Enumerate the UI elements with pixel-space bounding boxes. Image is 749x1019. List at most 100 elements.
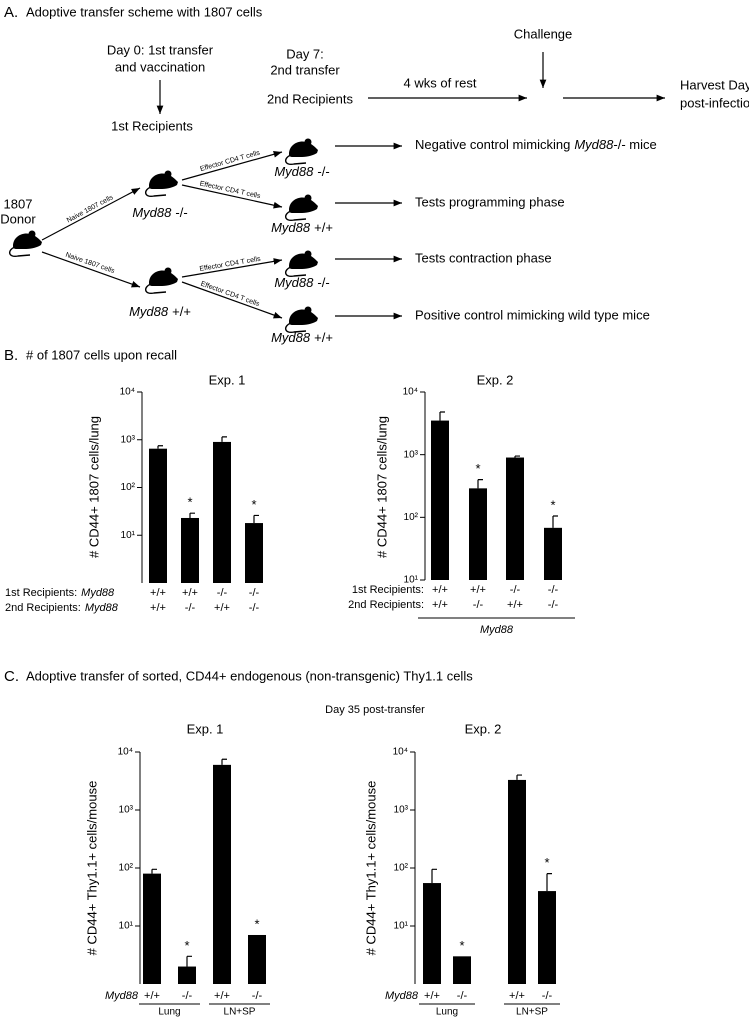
outcome-text: Negative control mimicking — [415, 137, 570, 152]
step-text: 1st Recipients — [111, 118, 193, 133]
arrow — [181, 151, 283, 181]
error-bar — [221, 758, 227, 765]
y-tick-label: 10¹ — [404, 575, 419, 586]
panel-title: Adoptive transfer of sorted, CD44+ endog… — [26, 668, 473, 683]
significance-star: * — [184, 938, 189, 953]
error-bar — [439, 411, 445, 421]
y-axis-label: # CD44+ 1807 cells/lung — [86, 416, 101, 558]
error-bar — [157, 445, 163, 449]
step-text: and vaccination — [115, 59, 205, 74]
mouse-label: Myd88 -/- — [274, 164, 329, 179]
y-tick-label: 10² — [394, 863, 409, 874]
row-label: 2nd Recipients: — [348, 599, 424, 611]
significance-star: * — [459, 938, 464, 953]
gene: Myd88 — [274, 164, 314, 179]
panel-label: C. — [4, 668, 19, 685]
x-tick-label: -/- — [510, 584, 521, 596]
bar — [143, 873, 161, 984]
error-bar — [189, 512, 195, 518]
group-label: Myd88 — [480, 624, 514, 636]
x-tick-label: -/- — [182, 990, 193, 1002]
x-tick-label: +/+ — [507, 599, 523, 611]
x-tick-label: +/+ — [214, 602, 230, 614]
arrow — [181, 184, 283, 209]
mouse-icon — [284, 305, 319, 334]
x-tick-label: -/- — [457, 990, 468, 1002]
mouse-label: Myd88 -/- — [132, 205, 187, 220]
mouse-icon — [8, 229, 43, 258]
group-label: LN+SP — [516, 1007, 548, 1018]
x-tick-label: +/+ — [150, 602, 166, 614]
significance-star: * — [254, 916, 259, 931]
bar — [506, 457, 524, 580]
bar — [248, 934, 266, 984]
x-tick-label: +/+ — [424, 990, 440, 1002]
step-text: Challenge — [514, 26, 573, 41]
genotype: -/- — [317, 164, 329, 179]
step-text: Harvest Day 4 — [680, 77, 749, 92]
y-tick-label: 10⁴ — [403, 387, 418, 398]
y-tick-label: 10¹ — [119, 921, 134, 932]
x-tick-label: +/+ — [144, 990, 160, 1002]
y-axis-label: # CD44+ 1807 cells/lung — [374, 416, 389, 558]
y-tick-label: 10³ — [121, 434, 136, 445]
panel-subtitle: Day 35 post-transfer — [325, 704, 425, 716]
genotype: +/+ — [314, 330, 333, 345]
y-tick-label: 10⁴ — [120, 387, 135, 398]
arrow — [181, 258, 283, 278]
bar — [544, 527, 562, 580]
bar — [178, 966, 196, 984]
error-bar — [546, 873, 552, 892]
gene-label: Myd88 — [105, 990, 139, 1002]
x-tick-label: +/+ — [509, 990, 525, 1002]
outcome-text: -/- mice — [613, 137, 656, 152]
genotype: +/+ — [172, 304, 191, 319]
arrow-label: Effector CD4 T cells — [200, 281, 261, 309]
error-bar — [552, 515, 558, 528]
y-tick-label: 10¹ — [121, 530, 136, 541]
mouse-label: Myd88 +/+ — [129, 304, 191, 319]
gene: Myd88 — [574, 137, 614, 152]
x-tick-label: -/- — [217, 587, 228, 599]
y-tick-label: 10⁴ — [118, 747, 133, 758]
panel-label: B. — [4, 347, 18, 364]
panel-a: A. Adoptive transfer scheme with 1807 ce… — [0, 4, 749, 345]
x-tick-label: -/- — [473, 599, 484, 611]
error-bar — [221, 436, 227, 442]
row-label-text: 1st Recipients: — [5, 587, 77, 599]
arrow — [41, 187, 141, 241]
gene: Myd88 — [129, 304, 169, 319]
chart-title: Exp. 2 — [477, 372, 514, 387]
row-label: 1st Recipients: — [352, 584, 424, 596]
bar — [508, 779, 526, 984]
y-tick-label: 10³ — [394, 805, 409, 816]
chart-title: Exp. 2 — [465, 721, 502, 736]
bar — [538, 891, 556, 984]
y-tick-label: 10² — [121, 482, 136, 493]
y-tick-label: 10² — [404, 512, 419, 523]
gene: Myd88 — [271, 220, 311, 235]
x-tick-label: +/+ — [214, 990, 230, 1002]
x-tick-label: -/- — [249, 587, 260, 599]
genotype: +/+ — [314, 220, 333, 235]
gene: Myd88 — [81, 587, 115, 599]
x-tick-label: -/- — [249, 602, 260, 614]
step-text: Day 0: 1st transfer — [107, 42, 214, 57]
chart-title: Exp. 1 — [209, 372, 246, 387]
mouse-label: Myd88 +/+ — [271, 330, 333, 345]
bar — [431, 420, 449, 580]
group-label: Lung — [436, 1007, 458, 1018]
y-axis-label: # CD44+ Thy1.1+ cells/mouse — [84, 781, 99, 956]
mouse-icon — [284, 249, 319, 278]
row-label-text: 2nd Recipients: — [5, 602, 81, 614]
y-tick-label: 10¹ — [394, 921, 409, 932]
x-tick-label: -/- — [185, 602, 196, 614]
mouse-icon — [284, 137, 319, 166]
step-text: Day 7: — [286, 46, 324, 61]
outcome: Negative control mimicking Myd88-/- mice — [415, 137, 657, 152]
panel-label: A. — [4, 4, 18, 21]
bar — [469, 488, 487, 580]
chart-title: Exp. 1 — [187, 721, 224, 736]
